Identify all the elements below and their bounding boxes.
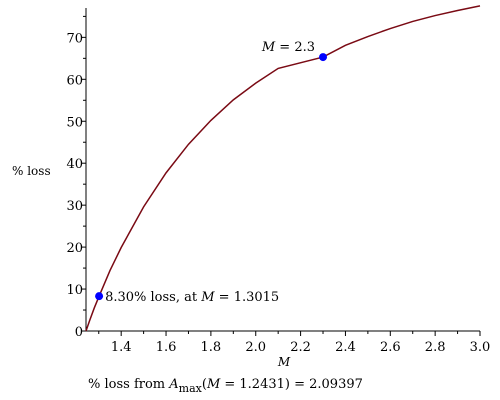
y-tick-label: 60	[66, 73, 83, 88]
x-tick-label: 2.4	[335, 340, 356, 355]
caption-var: A	[168, 377, 178, 392]
y-tick-label: 40	[66, 157, 83, 172]
annotation-var: M	[261, 40, 276, 55]
annotation-value: = 1.3015	[215, 290, 280, 305]
x-tick-label: 1.8	[201, 340, 222, 355]
y-tick-label: 30	[66, 199, 83, 214]
caption-subscript: max	[179, 382, 203, 395]
annotation-value: = 2.3	[275, 40, 315, 55]
highlight-point	[95, 292, 104, 301]
x-axis-ticks: 1.4 1.6 1.8 2.0 2.2 2.4 2.6 2.8 3.0	[98, 331, 491, 355]
x-axis-label: M	[277, 355, 291, 369]
y-tick-label: 50	[66, 115, 83, 130]
caption-rest: = 1.2431) = 2.09397	[220, 377, 363, 392]
point-annotation: 8.30% loss, at M = 1.3015	[105, 290, 279, 305]
annotation-prefix: 8.30% loss, at	[105, 290, 201, 305]
x-tick-label: 2.0	[245, 340, 266, 355]
x-tick-label: 3.0	[470, 340, 491, 355]
curve-layer	[85, 5, 481, 332]
annotation-var: M	[200, 290, 215, 305]
highlight-point	[319, 53, 328, 62]
x-tick-label: 2.6	[380, 340, 401, 355]
axes	[85, 8, 480, 332]
y-tick-label: 0	[75, 325, 83, 340]
loss-curve	[85, 5, 481, 332]
x-tick-label: 2.2	[290, 340, 311, 355]
y-tick-label: 20	[66, 241, 83, 256]
x-tick-label: 2.8	[425, 340, 446, 355]
caption-paren: (	[202, 377, 207, 392]
x-tick-label: 1.6	[156, 340, 177, 355]
y-tick-label: 10	[66, 283, 83, 298]
point-annotation: M = 2.3	[261, 40, 315, 55]
caption-inner-var: M	[206, 377, 221, 392]
y-tick-label: 70	[66, 31, 83, 46]
caption-prefix: % loss from	[88, 377, 169, 392]
chart-caption: % loss from Amax(M = 1.2431) = 2.09397	[88, 377, 363, 395]
x-tick-label: 1.4	[111, 340, 132, 355]
y-axis-label: % loss	[12, 164, 51, 178]
y-axis-ticks: 0 10 20 30 40 50 60 70	[66, 15, 86, 340]
